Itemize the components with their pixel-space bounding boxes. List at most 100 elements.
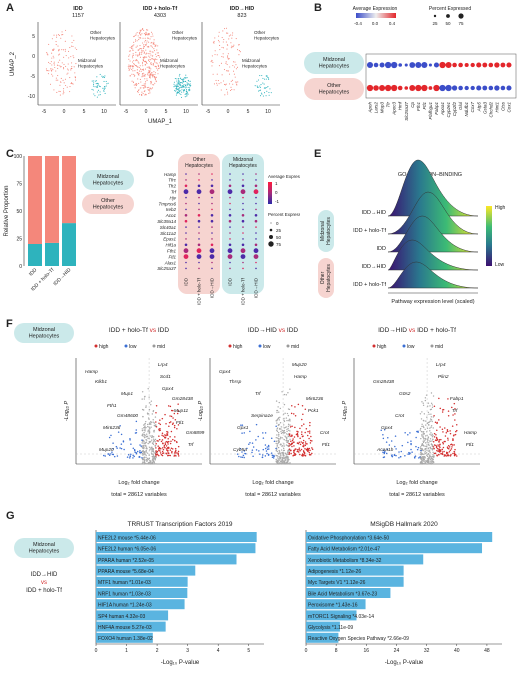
volcano-point-low <box>273 455 276 457</box>
dot-mid <box>494 62 500 68</box>
bar-other <box>62 156 76 224</box>
c-y-label: Relative Proportion <box>4 185 10 236</box>
umap-point-other <box>136 65 138 67</box>
volcano-point-mid <box>422 440 424 442</box>
volcano-point-mid <box>423 437 425 440</box>
umap-point-mid <box>186 77 188 79</box>
volcano-point-low <box>134 449 136 452</box>
expression-dot <box>227 248 233 254</box>
volcano-point-mid <box>142 439 145 442</box>
umap-point-mid <box>260 84 262 86</box>
g-x-tick: 2 <box>156 648 159 654</box>
volcano-point-high <box>293 445 295 447</box>
volcano-gene-label: Serpina1e <box>251 413 273 419</box>
volcano-point-mid <box>155 456 157 459</box>
umap-point-mid <box>182 86 184 88</box>
umap-point-other <box>63 82 65 84</box>
umap-point-other <box>227 58 229 60</box>
volcano-point-high <box>173 426 176 429</box>
umap-point-mid <box>269 88 271 90</box>
volcano-gene-label: Mup20 <box>292 362 307 368</box>
umap-point-other <box>71 66 73 68</box>
umap-point-other <box>233 73 235 75</box>
umap-point-other <box>210 61 212 63</box>
volcano-point-high <box>447 430 449 433</box>
umap-point-other <box>138 49 140 51</box>
umap-point-other <box>53 34 55 36</box>
volcano-point-mid <box>422 419 425 422</box>
volcano-point-mid <box>144 425 146 427</box>
volcano-point-mid <box>278 462 281 465</box>
umap-point-mid <box>256 85 258 87</box>
umap-point-other <box>145 83 147 85</box>
umap-point-other <box>234 61 236 63</box>
umap-point-other <box>222 30 224 32</box>
volcano-point-high <box>454 407 456 410</box>
volcano-point-high <box>290 442 293 445</box>
volcano-point-mid <box>281 431 284 434</box>
dot-mid <box>488 62 494 68</box>
volcano-point-low <box>140 445 142 447</box>
expression-dot <box>242 202 244 205</box>
volcano-point-high <box>311 448 314 450</box>
umap-point-mid <box>181 89 183 91</box>
c-y-tick: 0 <box>19 264 22 270</box>
umap-point-other <box>131 45 133 47</box>
expression-dot <box>228 214 232 217</box>
volcano-point-low <box>268 448 270 450</box>
umap-point-other <box>144 94 146 96</box>
umap-cluster-label-mid: Hepatocytes <box>78 64 104 69</box>
side-label-other: Hepatocytes <box>326 264 332 292</box>
umap-point-other <box>145 31 147 33</box>
umap-point-other <box>214 54 216 56</box>
volcano-point-mid <box>422 441 425 444</box>
volcano-point-mid <box>278 438 280 440</box>
legend-pct-tick: 25 <box>432 21 438 26</box>
expression-dot <box>211 238 213 240</box>
umap-point-other <box>65 54 67 57</box>
gene-label: Ftl1 <box>422 102 427 110</box>
expression-dot <box>198 261 200 264</box>
umap-point-mid <box>176 85 178 88</box>
volcano-point-high <box>175 449 177 452</box>
volcano-point-high <box>288 442 290 445</box>
volcano-point-high <box>288 453 290 455</box>
gene-label: Ndufb1 <box>464 102 469 117</box>
volcano-point-high <box>433 405 436 408</box>
volcano-point-high <box>175 455 177 457</box>
volcano-point-mid <box>278 435 280 437</box>
umap-point-other <box>134 84 136 86</box>
volcano-point-low <box>395 454 397 457</box>
volcano-point-mid <box>283 449 285 452</box>
g-bar <box>96 599 185 610</box>
umap-point-mid <box>266 90 268 92</box>
volcano-point-mid <box>279 436 282 439</box>
volcano-point-mid <box>278 455 280 458</box>
legend-avg-gradient <box>268 182 272 204</box>
volcano-point-high <box>158 447 160 449</box>
volcano-point-high <box>298 448 300 451</box>
volcano-point-mid <box>426 455 429 458</box>
umap-point-other <box>141 94 143 96</box>
umap-point-other <box>58 34 60 36</box>
volcano-gene-label: Gm28438 <box>373 379 394 385</box>
volcano-point-mid <box>429 405 431 407</box>
volcano-point-low <box>120 447 123 450</box>
volcano-point-high <box>163 444 166 447</box>
expression-dot <box>242 232 244 234</box>
volcano-point-mid <box>285 433 288 435</box>
umap-point-other <box>218 65 220 67</box>
volcano-point-high <box>434 452 437 454</box>
volcano-point-high <box>171 448 174 450</box>
umap-point-other <box>218 31 220 33</box>
volcano-point-high <box>301 418 303 421</box>
umap-plot: IDD1157OtherHepatocytesMidzonalHepatocyt… <box>10 6 280 125</box>
volcano-point-mid <box>281 459 283 462</box>
g-badge-label: Hepatocytes <box>29 549 60 555</box>
panel-label-c: C <box>6 148 14 160</box>
volcano-point-low <box>251 449 254 451</box>
umap-point-other <box>238 50 240 52</box>
umap-point-mid <box>265 75 267 77</box>
volcano-point-high <box>308 432 311 434</box>
expression-dot <box>255 267 257 270</box>
